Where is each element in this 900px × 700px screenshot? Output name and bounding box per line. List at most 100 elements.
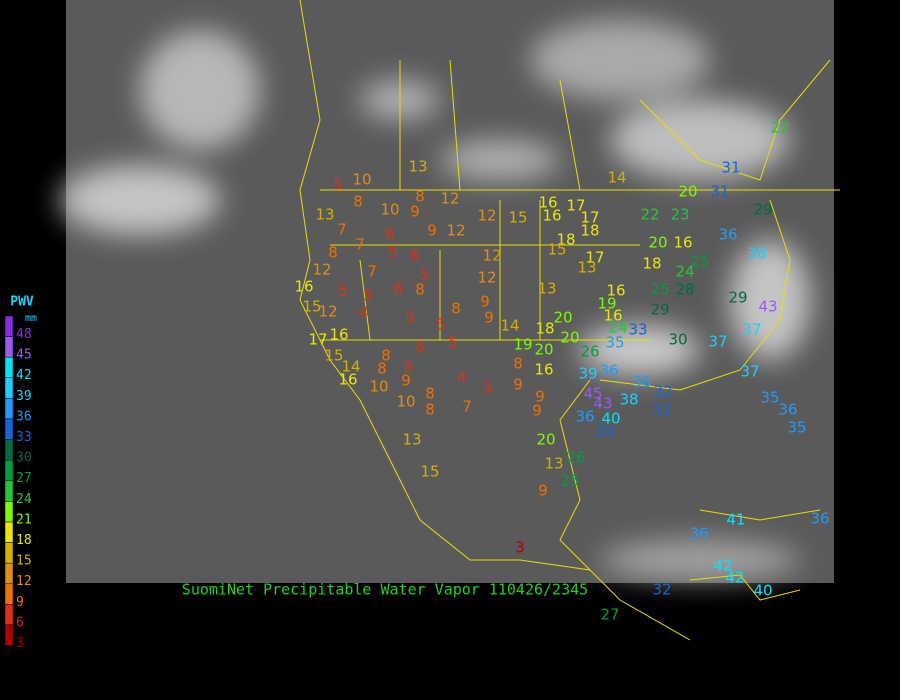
station-value: 33	[595, 423, 614, 441]
station-value: 15	[324, 347, 343, 365]
station-value: 17	[566, 197, 585, 215]
station-value: 35	[605, 334, 624, 352]
station-value: 12	[477, 207, 496, 225]
legend-label: 15	[16, 554, 32, 569]
station-value: 7	[367, 263, 377, 281]
station-value: 23	[670, 206, 689, 224]
legend-swatch	[4, 521, 14, 543]
station-value: 13	[315, 206, 334, 224]
station-value: 17	[308, 331, 327, 349]
station-value: 9	[535, 388, 545, 406]
station-value: 9	[513, 376, 523, 394]
station-value: 18	[556, 231, 575, 249]
station-value: 36	[718, 226, 737, 244]
station-value: 32	[653, 383, 672, 401]
boundaries	[299, 0, 840, 641]
station-value: 15	[547, 241, 566, 259]
station-value: 3	[515, 539, 525, 557]
station-value: 15	[508, 209, 527, 227]
station-value: 13	[537, 280, 556, 298]
station-value: 5	[436, 316, 446, 334]
station-value: 14	[607, 169, 626, 187]
station-value: 20	[560, 329, 579, 347]
station-value: 5	[338, 282, 348, 300]
legend-swatch	[4, 501, 14, 523]
station-value: 41	[726, 511, 745, 529]
station-value: 39	[578, 365, 597, 383]
station-value: 45	[583, 385, 602, 403]
station-value: 14	[500, 317, 519, 335]
legend-label: 48	[16, 327, 32, 342]
station-value: 29	[650, 301, 669, 319]
station-value: 10	[369, 378, 388, 396]
station-value: 38	[619, 391, 638, 409]
station-value: 8	[425, 385, 435, 403]
station-value: 6	[415, 339, 425, 357]
station-value: 7	[337, 221, 347, 239]
station-value: 9	[532, 402, 542, 420]
station-value: 18	[535, 320, 554, 338]
station-value: 20	[678, 183, 697, 201]
station-value: 9	[484, 309, 494, 327]
station-value: 10	[352, 171, 371, 189]
station-value: 5	[363, 287, 373, 305]
station-value: 36	[778, 401, 797, 419]
station-value: 20	[553, 309, 572, 327]
station-value: 42	[725, 569, 744, 587]
station-value: 12	[446, 222, 465, 240]
legend-label: 27	[16, 471, 32, 486]
station-value: 42	[713, 557, 732, 575]
station-value: 13	[577, 259, 596, 277]
station-value: 16	[603, 307, 622, 325]
legend-swatch	[4, 336, 14, 358]
station-value: 33	[628, 321, 647, 339]
station-value: 5	[419, 266, 429, 284]
legend-label: 18	[16, 533, 32, 548]
station-value: 8	[415, 188, 425, 206]
station-value: 10	[396, 393, 415, 411]
legend-swatch	[4, 377, 14, 399]
station-value: 20	[648, 234, 667, 252]
station-value: 12	[477, 269, 496, 287]
station-value: 20	[534, 341, 553, 359]
station-value: 9	[427, 222, 437, 240]
station-value: 24	[675, 263, 694, 281]
station-value: 36	[575, 408, 594, 426]
legend-label: 45	[16, 348, 32, 363]
legend-swatch	[4, 398, 14, 420]
station-value: 5	[333, 176, 343, 194]
station-value: 32	[652, 401, 671, 419]
station-value: 19	[597, 295, 616, 313]
map-title: SuomiNet Precipitable Water Vapor 110426…	[182, 581, 588, 599]
station-value: 6	[393, 280, 403, 298]
legend-label: 21	[16, 512, 32, 527]
station-value: 7	[355, 236, 365, 254]
station-value: 37	[742, 321, 761, 339]
station-value: 12	[318, 303, 337, 321]
station-value: 6	[410, 247, 420, 265]
station-value: 25	[650, 281, 669, 299]
cloud-cover	[60, 20, 810, 580]
station-value: 8	[328, 244, 338, 262]
station-value: 17	[585, 249, 604, 267]
legend-label: 39	[16, 389, 32, 404]
station-value: 26	[566, 449, 585, 467]
station-value: 29	[728, 289, 747, 307]
station-value: 36	[632, 373, 651, 391]
station-value: 36	[810, 510, 829, 528]
legend-swatch	[4, 439, 14, 461]
station-value: 9	[538, 482, 548, 500]
station-value: 12	[440, 190, 459, 208]
legend-swatch	[4, 583, 14, 605]
station-value: 8	[415, 281, 425, 299]
station-value: 28	[675, 281, 694, 299]
station-value: 37	[708, 333, 727, 351]
station-value: 29	[753, 201, 772, 219]
station-value: 36	[689, 525, 708, 543]
station-value: 16	[542, 207, 561, 225]
station-value: 5	[388, 244, 398, 262]
station-value: 43	[593, 395, 612, 413]
station-value: 8	[353, 193, 363, 211]
